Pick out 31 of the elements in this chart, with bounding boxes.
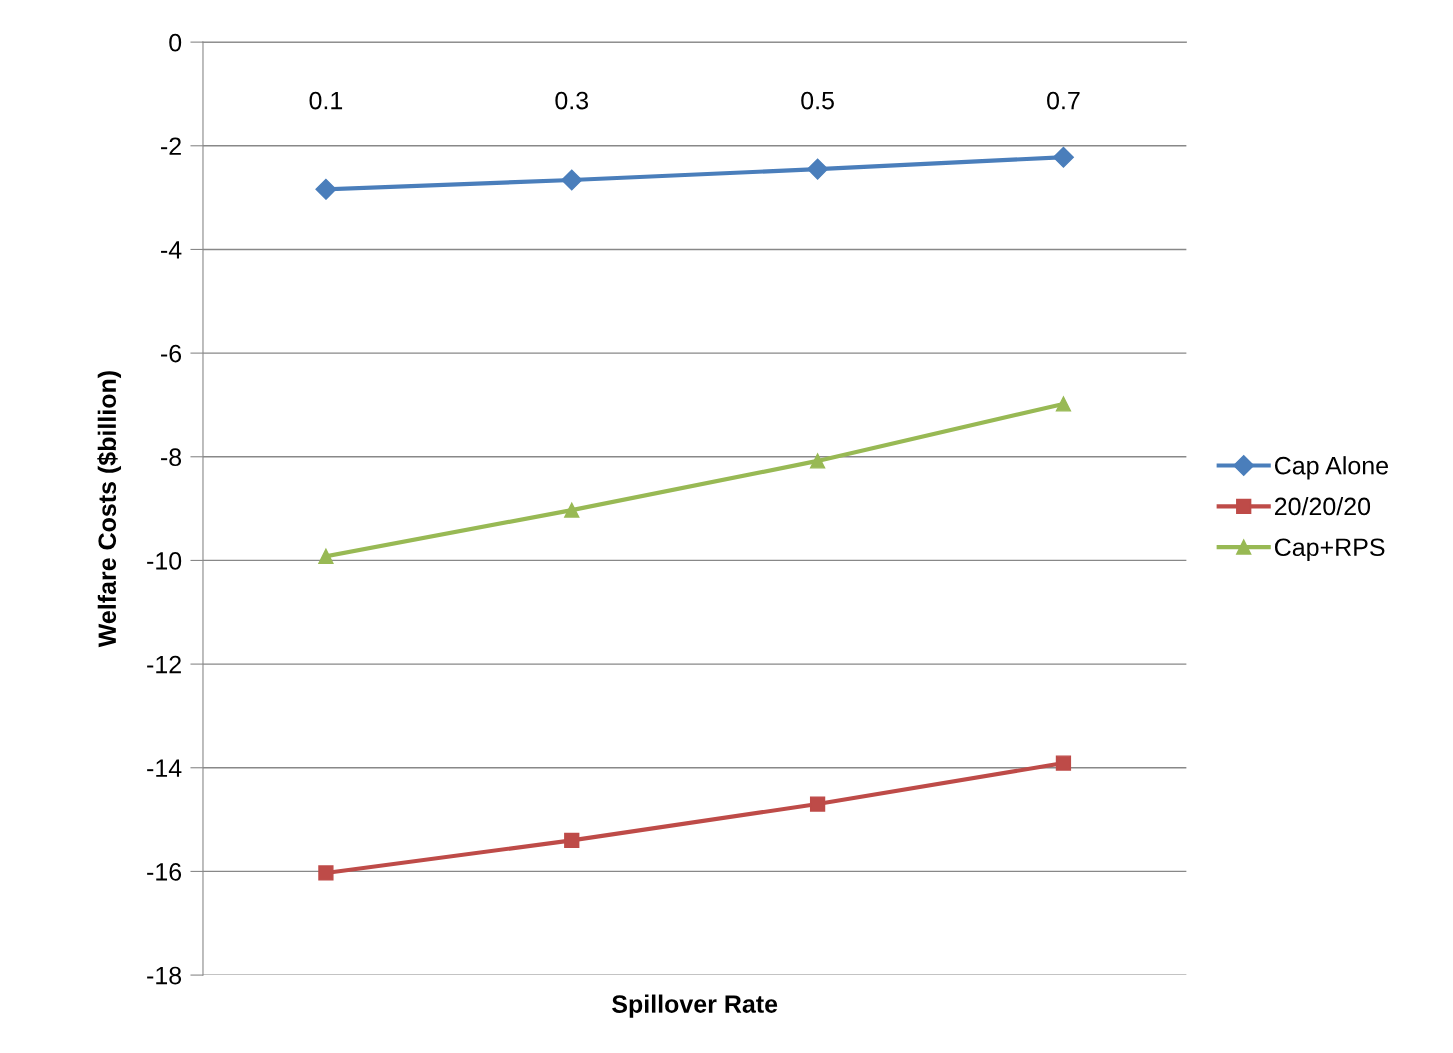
point <box>315 178 337 200</box>
legend-label: Cap Alone <box>1274 456 1388 480</box>
y-tick-label: -14 <box>147 759 182 777</box>
x-tick-label: 0.7 <box>1047 91 1080 110</box>
point <box>564 502 580 518</box>
y-tick-label: -16 <box>147 863 182 881</box>
x-tick-label: 0.1 <box>309 91 343 110</box>
point <box>809 796 826 812</box>
point <box>809 453 826 469</box>
point <box>318 865 334 881</box>
y-tick-label: -18 <box>147 966 182 985</box>
y-tick-label: -12 <box>147 655 181 674</box>
y-axis-title: Welfare Costs ($billion) <box>97 371 122 648</box>
legend-label: 20/20/20 <box>1274 496 1371 516</box>
point <box>1055 396 1072 412</box>
y-tick-label: -4 <box>161 241 182 259</box>
x-tick-label: 0.3 <box>555 91 589 110</box>
point <box>807 158 829 180</box>
y-tick-label: -2 <box>161 137 181 155</box>
point <box>318 548 334 564</box>
legend-label: Cap+RPS <box>1274 538 1385 562</box>
x-tick-label: 0.5 <box>801 91 834 110</box>
point <box>1052 146 1074 168</box>
y-tick-label: -10 <box>147 552 182 570</box>
point <box>1055 755 1072 771</box>
x-axis-title: Spillover Rate <box>612 994 778 1018</box>
point <box>564 832 580 848</box>
y-tick-label: -8 <box>161 448 182 467</box>
y-tick-label: 0 <box>169 33 182 52</box>
y-tick-label: -6 <box>161 344 182 363</box>
point <box>561 169 583 191</box>
